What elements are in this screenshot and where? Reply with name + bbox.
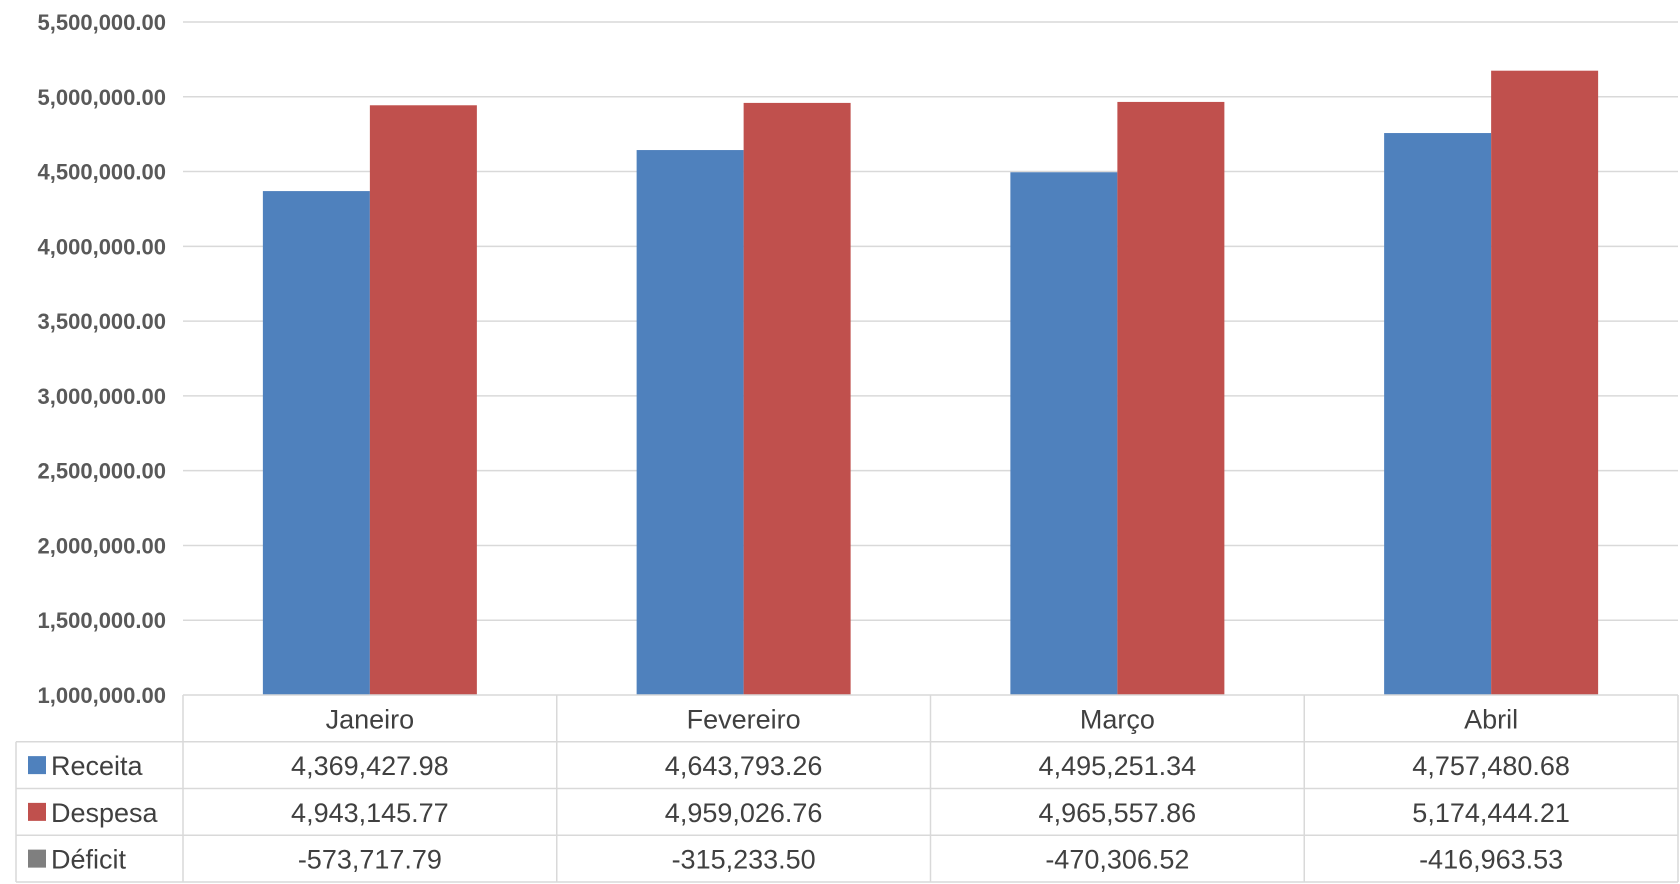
- y-tick-label: 4,500,000.00: [38, 160, 166, 185]
- legend-key-déficit: [28, 849, 46, 868]
- category-label: Março: [1080, 704, 1155, 734]
- bar-despesa: [369, 105, 477, 696]
- legend-label: Déficit: [51, 845, 127, 875]
- table-cell-value: -315,233.50: [672, 845, 816, 875]
- table-cell-value: -416,963.53: [1419, 845, 1563, 875]
- legend-key-receita: [28, 756, 46, 775]
- y-tick-label: 1,000,000.00: [38, 683, 166, 708]
- y-tick-label: 5,500,000.00: [38, 10, 166, 35]
- table-cell-value: 4,959,026.76: [665, 798, 823, 828]
- category-label: Janeiro: [326, 704, 415, 734]
- bar-despesa: [743, 102, 851, 695]
- y-tick-label: 4,000,000.00: [38, 234, 166, 259]
- legend-label: Receita: [51, 751, 144, 781]
- bar-receita: [262, 191, 370, 696]
- table-cell-value: 4,965,557.86: [1039, 798, 1197, 828]
- category-label: Abril: [1464, 704, 1518, 734]
- legend-key-despesa: [28, 802, 46, 821]
- table-cell-value: 4,943,145.77: [291, 798, 449, 828]
- table-cell-value: 4,369,427.98: [291, 751, 449, 781]
- table-cell-value: 4,757,480.68: [1412, 751, 1570, 781]
- table-cell-value: 5,174,444.21: [1412, 798, 1570, 828]
- y-tick-label: 3,000,000.00: [38, 384, 166, 409]
- bar-receita: [636, 150, 744, 695]
- category-label: Fevereiro: [687, 704, 801, 734]
- table-cell-value: 4,643,793.26: [665, 751, 823, 781]
- bar-receita: [1384, 133, 1492, 696]
- table-cell-value: 4,495,251.34: [1039, 751, 1197, 781]
- y-tick-label: 2,500,000.00: [38, 459, 166, 484]
- y-tick-label: 1,500,000.00: [38, 608, 166, 633]
- legend-label: Despesa: [51, 798, 159, 828]
- y-tick-label: 5,000,000.00: [38, 85, 166, 110]
- table-cell-value: -573,717.79: [298, 845, 442, 875]
- y-tick-label: 2,000,000.00: [38, 533, 166, 558]
- bar-despesa: [1491, 70, 1599, 696]
- table-cell-value: -470,306.52: [1045, 845, 1189, 875]
- y-tick-label: 3,500,000.00: [38, 309, 166, 334]
- bar-despesa: [1117, 101, 1225, 696]
- bar-receita: [1010, 172, 1118, 695]
